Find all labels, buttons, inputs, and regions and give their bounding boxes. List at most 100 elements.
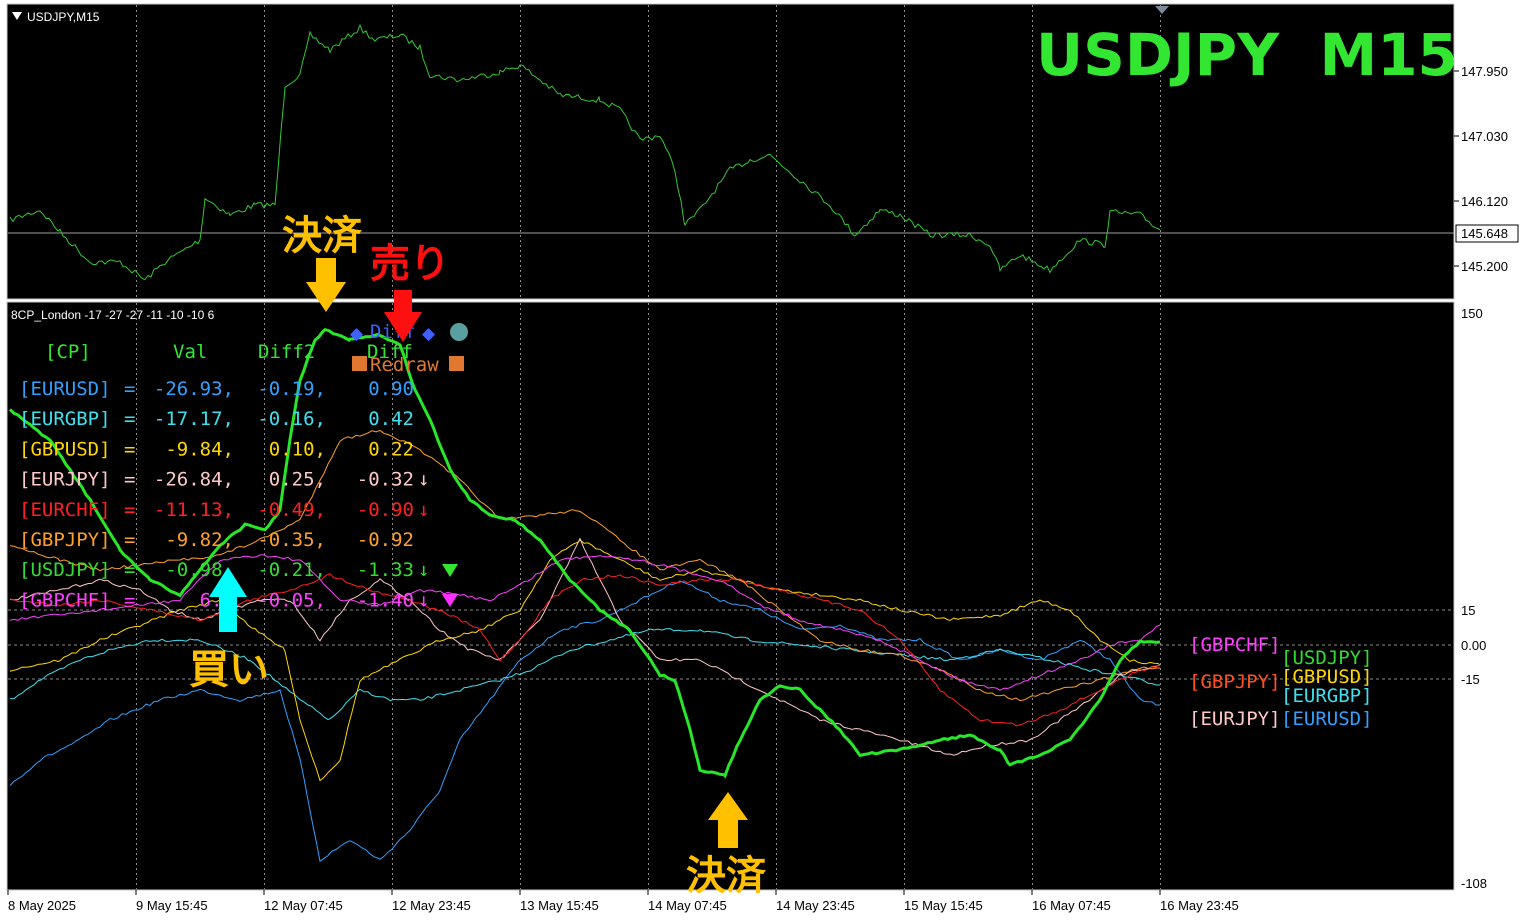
price-tick-3: 145.200 — [1461, 259, 1508, 274]
buy-arrow-icon — [209, 567, 247, 632]
table-row-diff2: 0.10, — [269, 438, 326, 460]
sell-label: 売り — [370, 241, 450, 287]
table-row-val: -0.98, — [165, 559, 234, 581]
indicator-pane[interactable] — [6, 301, 1455, 891]
legend-gbpjpy: [GBPJPY] — [1189, 671, 1281, 693]
time-label-4: 13 May 15:45 — [520, 898, 599, 913]
table-row-diff: -0.32 — [357, 469, 414, 491]
table-row-pair: [USDJPY] — [19, 559, 111, 581]
table-row-diff2: -0.05, — [257, 589, 326, 611]
table-row-equals: = — [124, 408, 135, 430]
indicator-line-eurjpy — [9, 537, 1161, 756]
table-row-equals: = — [124, 529, 135, 551]
table-row-diff2: -0.16, — [257, 408, 326, 430]
sell-arrow-icon — [384, 290, 422, 342]
settle-bottom-arrow-icon — [708, 792, 748, 848]
svg-text:Redraw: Redraw — [370, 354, 439, 376]
settle-bottom-label: 決済 — [686, 853, 767, 899]
time-label-6: 14 May 23:45 — [776, 898, 855, 913]
table-row-diff: -0.90 — [357, 499, 414, 521]
table-row-pair: [EURUSD] — [19, 378, 111, 400]
vertical-grid — [136, 5, 1161, 889]
table-row-diff: -1.33 — [357, 559, 414, 581]
table-row-equals: = — [124, 378, 135, 400]
redraw-button[interactable]: Redraw — [352, 354, 464, 376]
table-header-1: Val — [173, 341, 207, 363]
status-circle-icon[interactable] — [450, 323, 468, 341]
table-row-val: -11.13, — [154, 499, 234, 521]
price-pane[interactable] — [6, 3, 1455, 300]
table-row-equals: = — [124, 469, 135, 491]
legend-eurusd: [EURUSD] — [1281, 708, 1373, 730]
table-row-arrow-icon: ↓ — [418, 469, 429, 491]
table-row-diff: -1.40 — [357, 589, 414, 611]
table-row-val: -9.84, — [165, 438, 234, 460]
time-label-9: 16 May 23:45 — [1160, 898, 1239, 913]
table-row-val: -9.82, — [165, 529, 234, 551]
currency-table: [CP] Val Diff2 Diff [EURUSD] = -26.93, -0.19, 0.… — [19, 341, 429, 611]
table-row-val: -26.93, — [154, 378, 234, 400]
time-label-1: 9 May 15:45 — [136, 898, 208, 913]
ind-tick-minus15: -15 — [1461, 672, 1480, 687]
price-tick-2: 146.120 — [1461, 194, 1508, 209]
down-triangle-green-icon — [442, 564, 458, 577]
table-row-pair: [EURCHF] — [19, 499, 111, 521]
price-axis: 147.950 147.030 146.120 145.200 — [1454, 64, 1508, 274]
table-row-pair: [EURGBP] — [19, 408, 111, 430]
indicator-levels — [8, 609, 1454, 680]
price-tick-1: 147.030 — [1461, 129, 1508, 144]
legend-gbpusd: [GBPUSD] — [1281, 666, 1373, 688]
indicator-line-eurchf — [9, 573, 1161, 727]
settle-top-arrow-icon — [306, 258, 346, 312]
legend-eurjpy: [EURJPY] — [1189, 708, 1281, 730]
legend-usdjpy: [USDJPY] — [1281, 647, 1373, 669]
table-row-diff: 0.90 — [368, 378, 414, 400]
table-row-diff2: -0.21, — [257, 559, 326, 581]
indicator-line-eurusd — [9, 580, 1160, 862]
table-header-0: [CP] — [45, 341, 91, 363]
settle-top-label: 決済 — [282, 213, 363, 259]
buy-label: 買い — [189, 647, 269, 693]
indicator-lines — [8, 327, 1161, 862]
time-label-0: 8 May 2025 — [8, 898, 76, 913]
table-row-pair: [GBPCHF] — [19, 589, 111, 611]
price-line — [9, 23, 1161, 281]
table-row-diff: 0.42 — [368, 408, 414, 430]
time-label-8: 16 May 07:45 — [1032, 898, 1111, 913]
table-row-equals: = — [124, 559, 135, 581]
svg-text:◆: ◆ — [422, 324, 436, 344]
collapse-triangle-icon[interactable] — [12, 12, 22, 20]
time-axis: 8 May 2025 9 May 15:45 12 May 07:45 12 May … — [7, 890, 1239, 913]
table-row-diff2: -0.49, — [257, 499, 326, 521]
ind-tick-0: 0.00 — [1461, 638, 1486, 653]
table-row-diff2: -0.19, — [257, 378, 326, 400]
ind-tick-15: 15 — [1461, 603, 1475, 618]
table-row-val: -26.84, — [154, 469, 234, 491]
table-row-diff: 0.22 — [368, 438, 414, 460]
table-row-val: -17.17, — [154, 408, 234, 430]
time-label-7: 15 May 15:45 — [904, 898, 983, 913]
symbol-label: USDJPY,M15 — [27, 10, 100, 24]
table-row-diff2: 0.25, — [269, 469, 326, 491]
table-row-equals: = — [124, 589, 135, 611]
indicator-axis: 150 15 0.00 -15 -108 — [1461, 306, 1487, 891]
table-row-arrow-icon: ↓ — [418, 499, 429, 521]
indicator-label: 8CP_London -17 -27 -27 -11 -10 -10 6 — [11, 308, 215, 322]
table-row-pair: [GBPJPY] — [19, 529, 111, 551]
ind-tick-150: 150 — [1461, 306, 1483, 321]
shift-marker-icon[interactable] — [1155, 6, 1169, 14]
table-header-3: Diff — [367, 341, 413, 363]
indicator-line-usdjpy — [8, 327, 1161, 779]
table-row-equals: = — [124, 499, 135, 521]
table-row-arrow-icon: ↓ — [418, 559, 429, 581]
legend-eurgbp: [EURGBP] — [1281, 685, 1373, 707]
time-label-2: 12 May 07:45 — [264, 898, 343, 913]
big-title: USDJPY M15 — [1036, 21, 1458, 89]
table-header-2: Diff2 — [258, 341, 315, 363]
down-triangle-magenta-icon — [442, 594, 458, 607]
ind-tick-minus108: -108 — [1461, 876, 1487, 891]
table-row-equals: = — [124, 438, 135, 460]
table-row-diff2: -0.35, — [257, 529, 326, 551]
table-row-pair: [GBPUSD] — [19, 438, 111, 460]
